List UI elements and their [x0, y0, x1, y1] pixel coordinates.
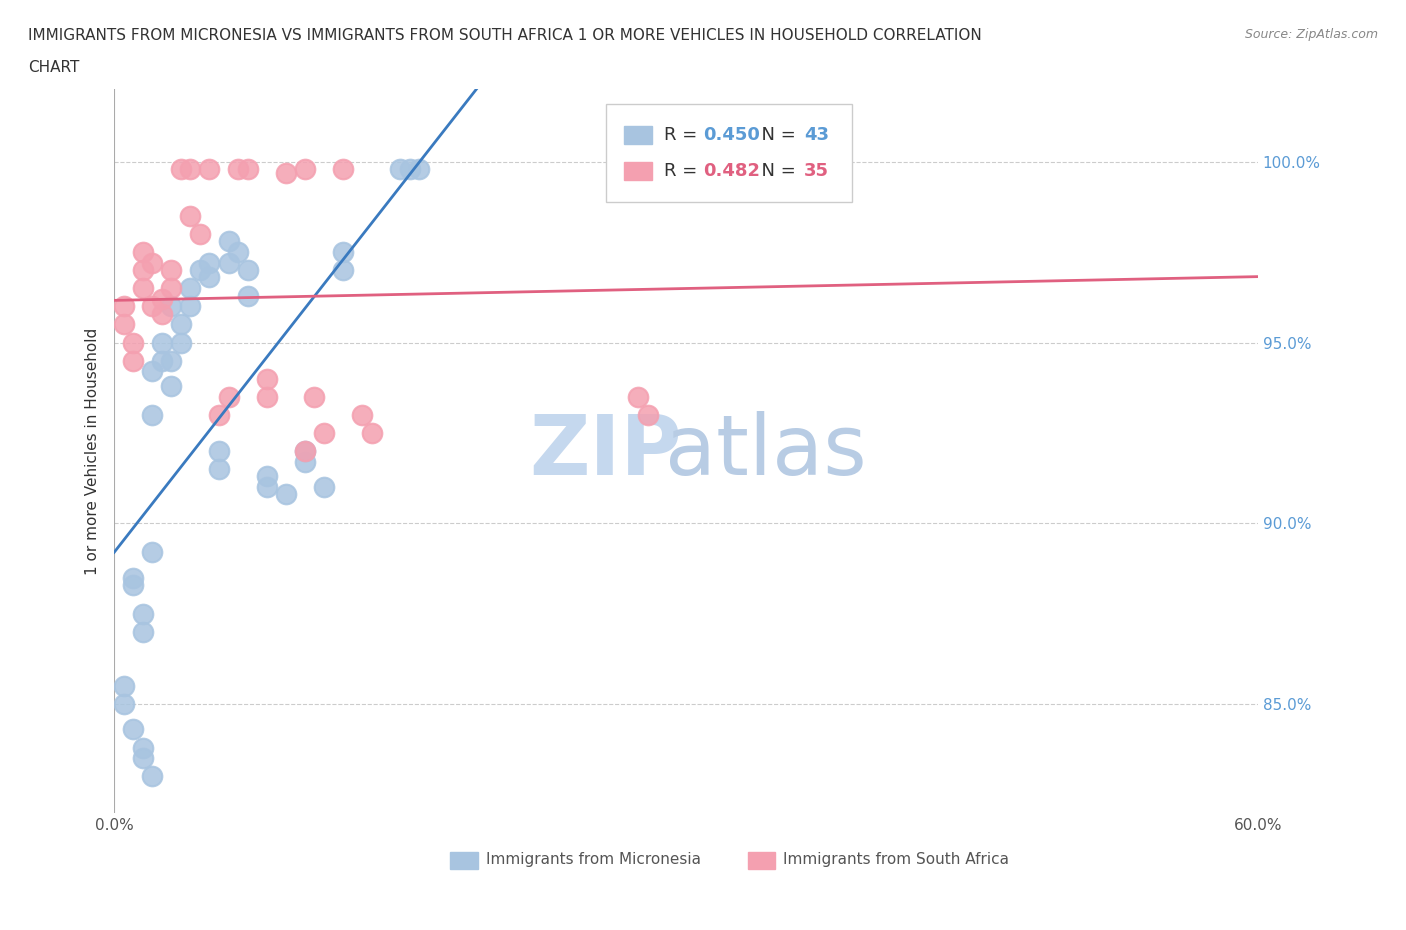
Point: [350, 407, 373, 422]
Point: [198, 256, 221, 271]
Point: [122, 722, 145, 737]
Point: [256, 390, 278, 405]
Point: [141, 407, 163, 422]
Text: CHART: CHART: [28, 60, 80, 75]
Point: [274, 166, 297, 180]
Point: [256, 480, 278, 495]
Point: [274, 487, 297, 502]
Point: [312, 426, 335, 441]
Point: [122, 335, 145, 350]
Text: N =: N =: [749, 162, 801, 180]
Point: [332, 263, 354, 278]
Point: [122, 570, 145, 585]
FancyBboxPatch shape: [748, 852, 775, 869]
FancyBboxPatch shape: [624, 163, 652, 179]
Point: [218, 390, 240, 405]
Point: [132, 606, 155, 621]
Text: R =: R =: [664, 126, 703, 144]
Point: [627, 390, 650, 405]
Text: N =: N =: [749, 126, 801, 144]
Point: [141, 364, 163, 379]
Text: 0.450: 0.450: [703, 126, 761, 144]
Point: [256, 371, 278, 386]
Point: [150, 353, 173, 368]
Point: [236, 288, 259, 303]
Point: [389, 162, 412, 177]
Point: [150, 292, 173, 307]
Point: [170, 162, 193, 177]
Point: [198, 162, 221, 177]
Point: [408, 162, 430, 177]
Point: [256, 469, 278, 484]
Text: Immigrants from Micronesia: Immigrants from Micronesia: [486, 852, 700, 867]
Point: [188, 263, 211, 278]
Text: Immigrants from South Africa: Immigrants from South Africa: [783, 852, 1010, 867]
Point: [150, 335, 173, 350]
Text: 43: 43: [804, 126, 828, 144]
Point: [294, 444, 316, 458]
Point: [160, 299, 183, 313]
Point: [208, 407, 231, 422]
FancyBboxPatch shape: [450, 852, 478, 869]
Point: [132, 624, 155, 639]
Point: [160, 263, 183, 278]
Point: [141, 299, 163, 313]
Text: IMMIGRANTS FROM MICRONESIA VS IMMIGRANTS FROM SOUTH AFRICA 1 OR MORE VEHICLES IN: IMMIGRANTS FROM MICRONESIA VS IMMIGRANTS…: [28, 28, 981, 43]
FancyBboxPatch shape: [606, 104, 852, 202]
Point: [208, 444, 231, 458]
Point: [112, 317, 135, 332]
Point: [150, 306, 173, 321]
Point: [141, 769, 163, 784]
Y-axis label: 1 or more Vehicles in Household: 1 or more Vehicles in Household: [86, 327, 100, 575]
Text: 0.482: 0.482: [703, 162, 761, 180]
Point: [160, 379, 183, 393]
Point: [188, 227, 211, 242]
Point: [332, 162, 354, 177]
Point: [360, 426, 382, 441]
Point: [294, 162, 316, 177]
Point: [218, 256, 240, 271]
Point: [179, 299, 201, 313]
Point: [132, 751, 155, 765]
Point: [179, 281, 201, 296]
Point: [637, 407, 659, 422]
Point: [132, 245, 155, 259]
Point: [236, 263, 259, 278]
Point: [112, 299, 135, 313]
Point: [170, 317, 193, 332]
Text: atlas: atlas: [665, 410, 868, 492]
Point: [332, 245, 354, 259]
Point: [312, 480, 335, 495]
Point: [179, 162, 201, 177]
Point: [122, 578, 145, 592]
Point: [218, 233, 240, 248]
Point: [112, 679, 135, 694]
Point: [132, 263, 155, 278]
Point: [208, 461, 231, 476]
Point: [132, 740, 155, 755]
Point: [179, 208, 201, 223]
Point: [122, 353, 145, 368]
Point: [170, 335, 193, 350]
FancyBboxPatch shape: [624, 126, 652, 143]
Text: Source: ZipAtlas.com: Source: ZipAtlas.com: [1244, 28, 1378, 41]
Point: [304, 390, 326, 405]
Point: [398, 162, 420, 177]
Point: [226, 245, 249, 259]
Text: ZIP: ZIP: [530, 410, 682, 492]
Point: [141, 545, 163, 560]
Point: [294, 455, 316, 470]
Point: [132, 281, 155, 296]
Point: [294, 444, 316, 458]
Text: 35: 35: [804, 162, 828, 180]
Point: [226, 162, 249, 177]
Point: [198, 270, 221, 285]
Text: R =: R =: [664, 162, 703, 180]
Point: [112, 697, 135, 711]
Point: [160, 281, 183, 296]
Point: [141, 256, 163, 271]
Point: [160, 353, 183, 368]
Point: [236, 162, 259, 177]
